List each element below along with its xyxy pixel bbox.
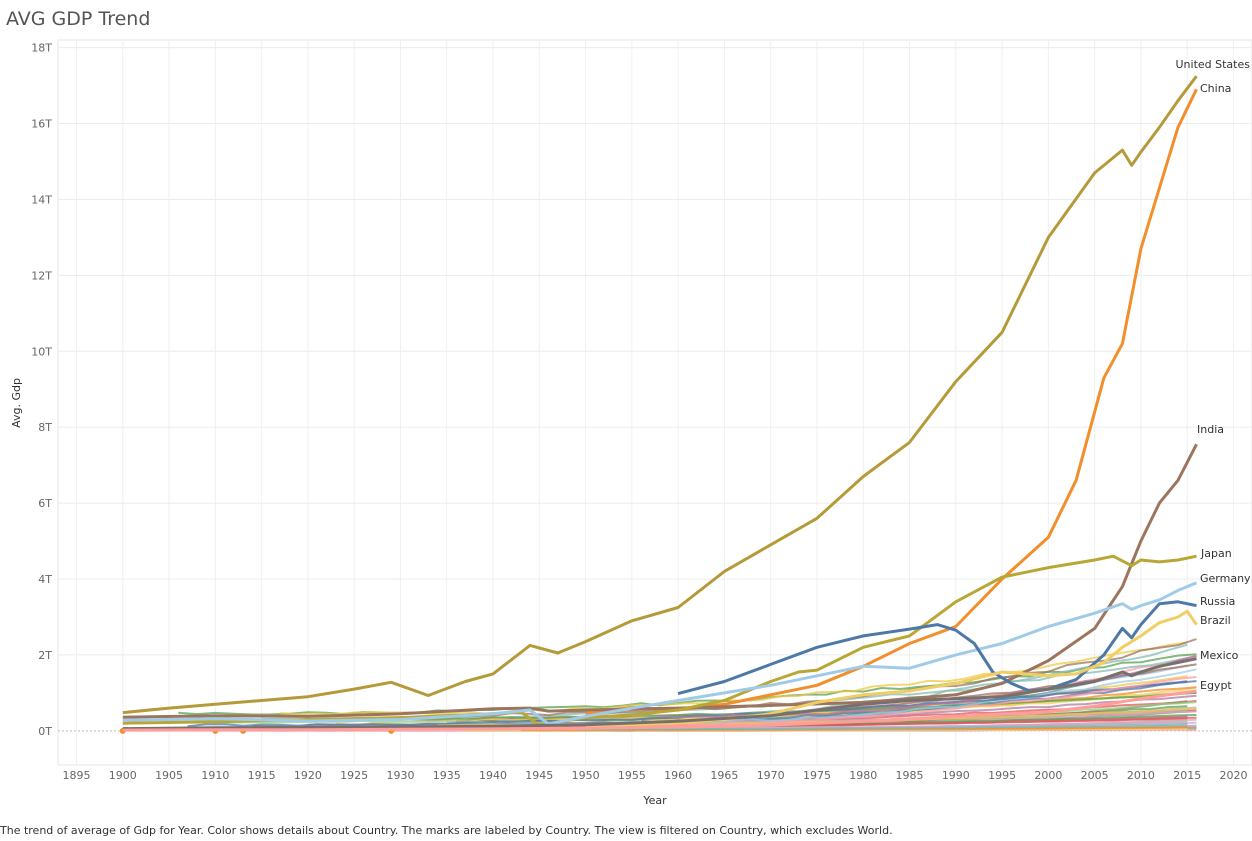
series-label: Brazil — [1200, 614, 1231, 627]
x-tick-label: 2000 — [1034, 769, 1062, 782]
series-label: Russia — [1200, 595, 1235, 608]
y-tick-label: 0T — [38, 725, 52, 738]
x-tick-label: 1925 — [340, 769, 368, 782]
x-tick-label: 2020 — [1219, 769, 1247, 782]
series-label: China — [1200, 82, 1231, 95]
x-tick-label: 1960 — [664, 769, 692, 782]
x-tick-label: 1965 — [710, 769, 738, 782]
series-label: United States — [1176, 58, 1251, 71]
x-tick-label: 1940 — [479, 769, 507, 782]
x-tick-label: 1895 — [63, 769, 91, 782]
y-tick-label: 6T — [38, 497, 52, 510]
series-line-germany — [122, 581, 1198, 726]
y-axis-ticks: 0T 2T 4T 6T 8T 10T 12T 14T 16T 18T — [31, 42, 52, 738]
series-line-mexico — [122, 657, 1197, 731]
x-tick-label: 2015 — [1173, 769, 1201, 782]
series-label: Japan — [1200, 547, 1232, 560]
x-tick-label: 1995 — [988, 769, 1016, 782]
y-tick-label: 8T — [38, 421, 52, 434]
chart-title: AVG GDP Trend — [6, 8, 151, 30]
x-tick-label: 2005 — [1081, 769, 1109, 782]
x-tick-label: 1920 — [294, 769, 322, 782]
series-line-russia — [677, 600, 1197, 696]
series-label: India — [1197, 423, 1224, 436]
x-tick-label: 2010 — [1127, 769, 1155, 782]
series-lines — [122, 75, 1198, 732]
y-tick-label: 12T — [31, 269, 52, 282]
x-tick-label: 1935 — [433, 769, 461, 782]
x-tick-label: 1930 — [386, 769, 414, 782]
series-label: Egypt — [1200, 679, 1232, 692]
x-tick-label: 1915 — [248, 769, 276, 782]
grid-lines — [57, 39, 1252, 766]
background-series-line — [576, 723, 1188, 731]
line-chart: 1895 1900 1905 1910 1915 1920 1925 1930 1935 1940… — [10, 39, 1252, 807]
chart-caption: The trend of average of Gdp for Year. Co… — [0, 824, 893, 837]
y-tick-label: 16T — [31, 118, 52, 131]
plot-area — [57, 39, 1252, 766]
series-label: Mexico — [1200, 649, 1239, 662]
y-axis-title: Avg. Gdp — [10, 378, 23, 428]
series-line-china — [585, 88, 1198, 716]
x-tick-label: 1910 — [201, 769, 229, 782]
y-tick-label: 14T — [31, 193, 52, 206]
x-tick-label: 1985 — [896, 769, 924, 782]
x-axis-title: Year — [642, 794, 667, 807]
x-tick-label: 1945 — [525, 769, 553, 782]
background-series-line — [280, 641, 1188, 716]
x-tick-label: 1900 — [109, 769, 137, 782]
x-tick-label: 1950 — [572, 769, 600, 782]
x-tick-label: 1975 — [803, 769, 831, 782]
y-tick-label: 4T — [38, 573, 52, 586]
x-tick-label: 1970 — [757, 769, 785, 782]
x-tick-label: 1980 — [849, 769, 877, 782]
x-tick-label: 1905 — [155, 769, 183, 782]
series-line-united-states — [122, 75, 1198, 715]
x-tick-label: 1955 — [618, 769, 646, 782]
y-tick-label: 18T — [31, 42, 52, 55]
y-tick-label: 2T — [38, 649, 52, 662]
x-tick-label: 1990 — [942, 769, 970, 782]
series-label: Germany — [1200, 572, 1251, 585]
series-line-egypt — [122, 689, 1197, 732]
y-tick-label: 10T — [31, 345, 52, 358]
x-axis-ticks: 1895 1900 1905 1910 1915 1920 1925 1930 1935 1940… — [63, 769, 1248, 782]
series-labels: United States China India Japan Germany Russi… — [1176, 58, 1252, 692]
